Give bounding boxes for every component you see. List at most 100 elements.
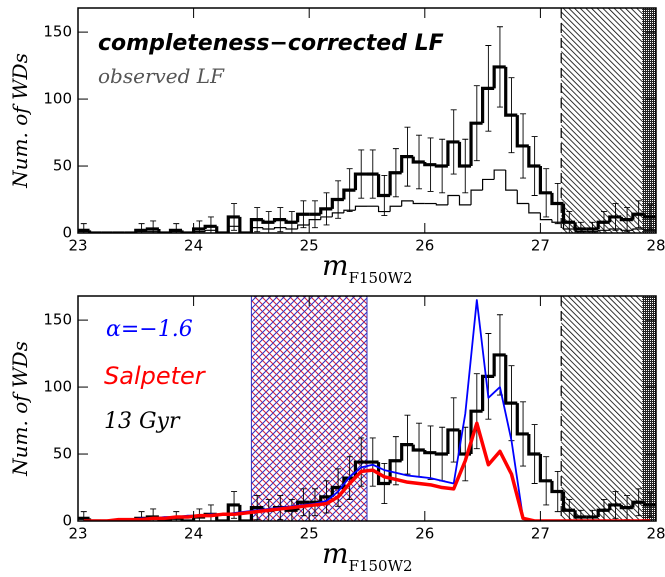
histogram-step xyxy=(458,195,472,206)
y-tick-label: 50 xyxy=(53,445,72,463)
histogram-step xyxy=(482,178,495,191)
error-bar xyxy=(404,126,411,187)
error-bar xyxy=(381,174,388,217)
error-bar xyxy=(311,200,318,229)
x-axis-label: mF150W2 xyxy=(322,249,413,287)
error-bar xyxy=(311,488,318,517)
x-axis-label-sub: F150W2 xyxy=(349,557,413,575)
x-tick-label: 25 xyxy=(300,525,319,543)
error-bar xyxy=(288,211,295,233)
y-tick-label: 100 xyxy=(43,378,72,396)
histogram-step xyxy=(642,502,656,507)
histogram-step xyxy=(504,66,518,117)
histogram-step xyxy=(528,203,541,214)
x-tick-label: 23 xyxy=(68,525,87,543)
histogram-step xyxy=(331,212,344,217)
histogram-step xyxy=(481,86,495,124)
error-bar xyxy=(473,85,480,162)
histogram-step xyxy=(330,197,344,209)
error-bar xyxy=(277,207,284,233)
y-tick-label: 0 xyxy=(62,224,72,242)
histogram-step xyxy=(343,209,356,213)
error-bar xyxy=(612,491,619,519)
error-bar xyxy=(450,109,457,175)
x-axis-label-sub: F150W2 xyxy=(349,269,413,287)
histogram-step xyxy=(434,164,448,168)
error-bar xyxy=(589,509,596,521)
error-bar xyxy=(254,207,261,233)
histogram-step xyxy=(551,219,564,223)
histogram-step xyxy=(238,216,252,233)
error-bar xyxy=(323,192,330,226)
histogram-step xyxy=(562,222,576,230)
error-bar xyxy=(196,220,203,233)
error-bar xyxy=(520,401,527,467)
error-bar xyxy=(80,511,87,521)
histogram-step xyxy=(423,162,437,167)
error-bar xyxy=(589,221,596,233)
histogram-step xyxy=(319,207,333,215)
y-tick-label: 0 xyxy=(62,512,72,530)
annotation: α=−1.6 xyxy=(106,317,193,342)
histogram-step xyxy=(643,228,656,231)
error-bar xyxy=(485,333,492,420)
histogram-step xyxy=(354,205,367,211)
x-axis-label-main: m xyxy=(322,537,349,570)
histogram-step xyxy=(505,170,518,191)
histogram-step xyxy=(411,156,425,164)
error-bar xyxy=(231,203,238,231)
error-bar xyxy=(462,138,469,194)
histogram-step xyxy=(377,206,391,213)
histogram-step xyxy=(87,518,102,521)
error-bar xyxy=(647,492,654,518)
histogram-step xyxy=(215,226,229,233)
histogram-step xyxy=(642,214,656,219)
histogram-step xyxy=(539,212,552,221)
histogram-step xyxy=(515,115,529,148)
plot-frame xyxy=(77,7,657,234)
histogram-step xyxy=(249,506,263,521)
histogram-step xyxy=(561,203,576,224)
histogram-step xyxy=(87,230,102,233)
x-tick-label: 26 xyxy=(415,237,434,255)
histogram-step xyxy=(493,169,506,180)
histogram-step xyxy=(573,222,587,231)
error-bar xyxy=(508,77,515,154)
error-bar xyxy=(265,211,272,233)
x-axis-label: mF150W2 xyxy=(322,537,413,575)
histogram-step xyxy=(342,188,356,200)
histogram-step xyxy=(457,141,472,168)
histogram-step xyxy=(273,227,287,229)
y-tick-label: 50 xyxy=(53,157,72,175)
error-bar xyxy=(80,223,87,233)
histogram-step xyxy=(157,228,171,233)
error-bar xyxy=(369,437,376,487)
histogram-step xyxy=(296,212,310,223)
histogram-step xyxy=(527,145,541,168)
histogram-step xyxy=(330,485,344,497)
y-axis-label: Num. of WDs xyxy=(8,341,32,477)
histogram-step xyxy=(284,219,298,224)
error-bar xyxy=(635,200,642,229)
histogram-step xyxy=(561,491,576,512)
histogram-step xyxy=(470,189,483,205)
error-bar xyxy=(496,26,503,108)
histogram-step xyxy=(573,510,587,519)
histogram-step xyxy=(527,433,541,456)
y-tick-label: 150 xyxy=(43,311,72,329)
histogram-step xyxy=(376,462,391,486)
x-tick-label: 23 xyxy=(68,237,87,255)
histogram-step xyxy=(180,518,194,521)
y-tick-label: 100 xyxy=(43,90,72,108)
error-bar xyxy=(450,397,457,463)
annotation: 13 Gyr xyxy=(104,409,181,434)
x-tick-label: 28 xyxy=(646,525,665,543)
error-bar xyxy=(346,168,353,213)
histogram-step xyxy=(632,228,645,231)
error-bar xyxy=(427,137,434,192)
error-bar xyxy=(543,456,550,506)
annotation: observed LF xyxy=(98,64,225,88)
histogram-step xyxy=(400,443,414,461)
histogram-step xyxy=(608,503,622,511)
